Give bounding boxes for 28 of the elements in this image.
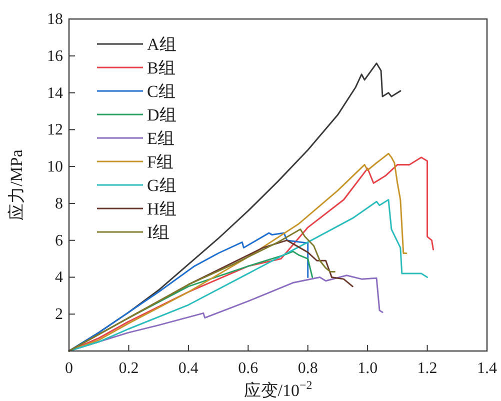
y-tick-label: 2	[55, 306, 63, 324]
legend-label: E组	[147, 129, 174, 148]
y-tick-label: 18	[47, 11, 63, 28]
y-tick-label: 4	[55, 269, 63, 286]
legend-label: A组	[147, 35, 176, 54]
y-tick-label: 6	[55, 232, 63, 250]
legend-label: D组	[147, 106, 176, 124]
legend-label: F组	[147, 152, 174, 172]
y-tick-label: 10	[47, 158, 63, 176]
legend-label: H组	[147, 200, 176, 218]
legend-label: G组	[147, 176, 176, 195]
y-axis-title: 应力/MPa	[7, 149, 26, 220]
x-tick-label: 0.8	[298, 360, 318, 377]
y-tick-label: 12	[47, 122, 63, 139]
y-tick-label: 14	[47, 84, 63, 102]
y-tick-label: 16	[47, 48, 63, 65]
x-tick-label: 0	[65, 360, 73, 377]
x-axis-title: 应变/10$^{−2}$	[244, 378, 312, 400]
legend-label: C组	[147, 82, 176, 101]
x-tick-label: 0.2	[118, 360, 139, 377]
legend-label: B组	[147, 58, 176, 78]
legend-label: I组	[147, 223, 170, 242]
x-tick-label: 0.6	[238, 360, 258, 377]
x-tick-label: 1.2	[417, 360, 438, 377]
x-tick-label: 0.4	[178, 360, 198, 377]
y-tick-label: 8	[55, 195, 63, 212]
x-tick-label: 1.0	[358, 360, 378, 377]
x-tick-label: 1.4	[477, 360, 497, 377]
